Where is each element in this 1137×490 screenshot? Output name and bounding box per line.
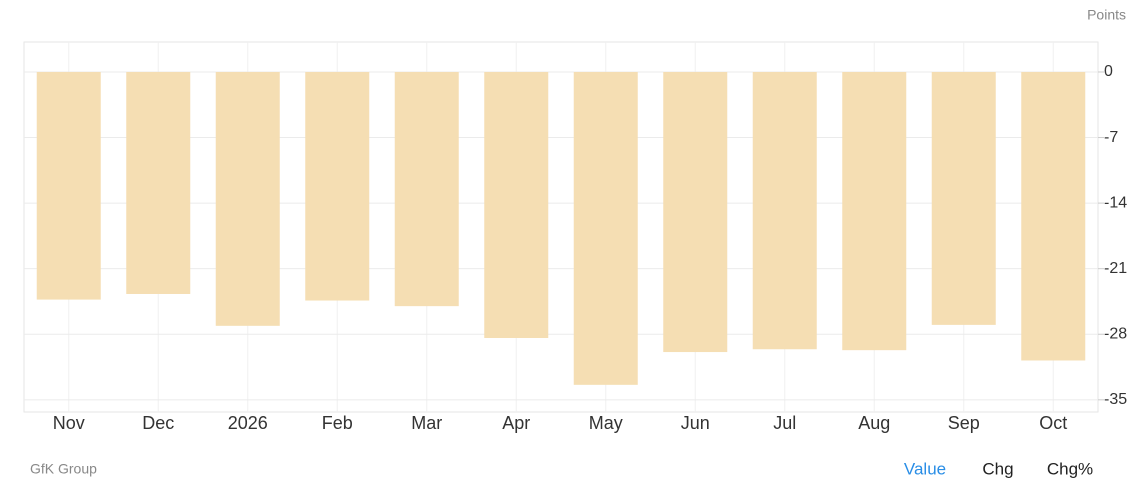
bar	[573, 71, 638, 385]
x-tick-label: Jul	[773, 413, 796, 433]
bar	[752, 71, 817, 350]
plot-area	[23, 41, 1099, 413]
x-tick-label: Sep	[948, 413, 980, 433]
y-tick-label: -21	[1104, 260, 1127, 277]
y-tick-label: -14	[1104, 194, 1127, 211]
bar	[215, 71, 280, 326]
y-axis-label: Points	[1087, 7, 1126, 23]
x-tick-label: Mar	[411, 413, 442, 433]
x-tick-label: Feb	[322, 413, 353, 433]
x-tick-label: Nov	[53, 413, 85, 433]
x-tick-label: Apr	[502, 413, 530, 433]
bar	[663, 71, 728, 353]
y-tick-label: -28	[1104, 325, 1127, 342]
tab-button[interactable]: Chg%	[1047, 459, 1093, 478]
bar	[1021, 71, 1086, 361]
x-tick-label: Jun	[681, 413, 710, 433]
bar	[126, 71, 191, 294]
bar	[484, 71, 549, 339]
y-tick-label: -7	[1104, 129, 1118, 146]
x-tick-label: Dec	[142, 413, 174, 433]
bar	[931, 71, 996, 325]
tab-button[interactable]: Chg	[982, 459, 1013, 478]
x-tick-label: Oct	[1039, 413, 1067, 433]
x-tick-label: Aug	[858, 413, 890, 433]
y-tick-label: 0	[1104, 63, 1113, 80]
bar	[305, 71, 370, 301]
y-tick-label: -35	[1104, 391, 1127, 408]
bar	[394, 71, 459, 307]
x-tick-label: May	[589, 413, 623, 433]
bar	[36, 71, 101, 300]
tab-button[interactable]: Value	[904, 459, 946, 478]
x-tick-label: 2026	[228, 413, 268, 433]
source: GfK Group	[30, 461, 97, 477]
bar	[842, 71, 907, 351]
